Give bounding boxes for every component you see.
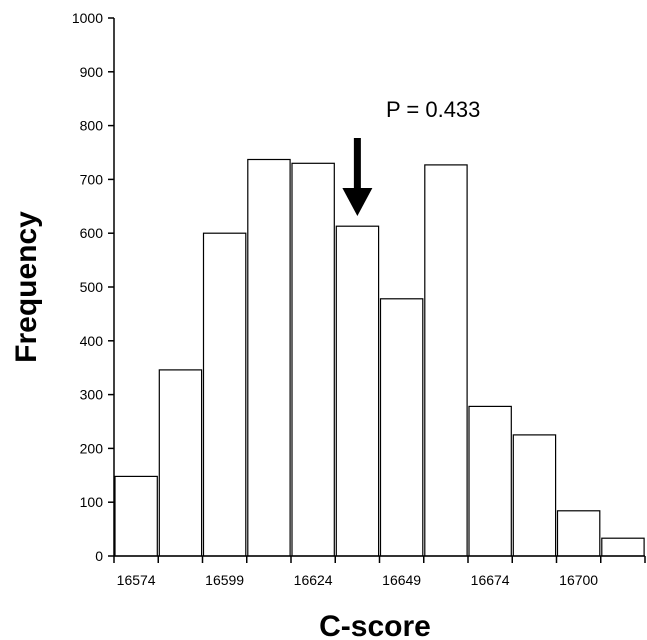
y-tick-label: 200 [80,440,104,456]
histogram-bar [379,298,424,557]
y-axis: 0 100 200 300 400 500 600 700 800 900 1000 [72,10,115,564]
y-tick-label: 1000 [72,10,103,26]
histogram-bars [114,158,645,557]
histogram-bar [291,162,335,557]
y-axis-title: Frequency [10,211,43,363]
y-tick-label: 600 [80,225,104,241]
histogram-bar [556,510,601,557]
histogram-bar [247,158,291,557]
histogram-bar [512,434,557,557]
y-tick-label: 700 [80,171,104,187]
y-tick-label: 300 [80,387,104,403]
x-tick-label: 16574 [117,572,156,588]
x-tick-label: 16700 [559,572,598,588]
y-tick-label: 800 [80,118,104,134]
y-tick-label: 0 [95,548,103,564]
y-tick-label: 900 [80,64,104,80]
histogram-bar [468,405,512,557]
histogram-bar [202,232,247,557]
x-axis: 16574 16599 16624 16649 16674 16700 [113,555,646,588]
histogram-bar [424,164,468,557]
y-tick-label: 500 [80,279,104,295]
arrow-head [342,188,373,216]
x-axis-title: C-score [319,610,431,640]
arrow-icon [342,138,373,216]
histogram-bar [335,225,380,557]
x-tick-label: 16599 [205,572,244,588]
x-tick-label: 16649 [382,572,421,588]
x-tick-label: 16624 [294,572,333,588]
arrow-shaft [353,138,361,190]
x-tick-label: 16674 [471,572,510,588]
histogram-bar [114,475,158,557]
histogram-bar [601,537,645,557]
histogram-bar [158,369,203,557]
y-tick-label: 100 [80,494,104,510]
p-value-annotation: P = 0.433 [386,97,480,122]
y-tick-label: 400 [80,333,104,349]
